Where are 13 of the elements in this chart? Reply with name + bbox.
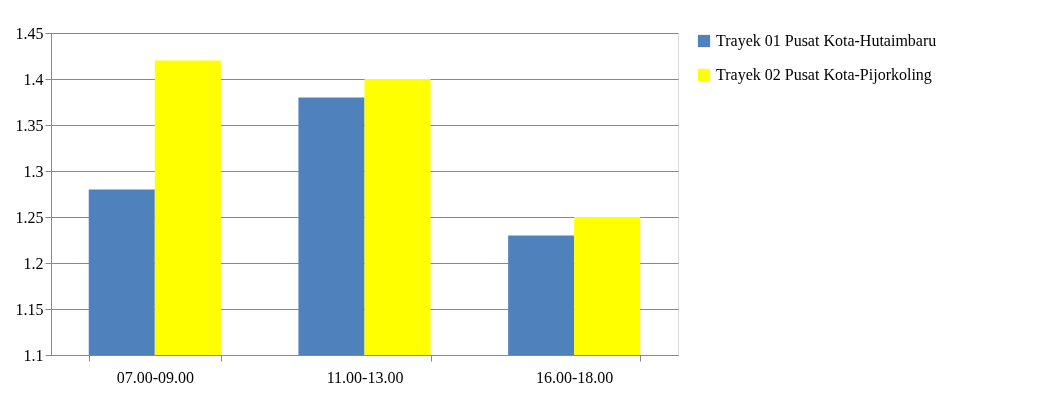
x-tick-label: 11.00-13.00 xyxy=(326,368,404,386)
y-tick-label: 1.25 xyxy=(15,208,44,226)
y-tick-label: 1.1 xyxy=(23,346,44,364)
y-tick-label: 1.35 xyxy=(15,116,44,134)
y-tick-label: 1.4 xyxy=(23,70,44,88)
x-tick-label: 16.00-18.00 xyxy=(536,368,614,386)
legend-label: Trayek 01 Pusat Kota-Hutaimbaru xyxy=(716,32,937,50)
y-tick-label: 1.15 xyxy=(15,300,44,318)
x-tick-label: 07.00-09.00 xyxy=(116,368,194,386)
y-tick-label: 1.3 xyxy=(23,162,44,180)
legend-label: Trayek 02 Pusat Kota-Pijorkoling xyxy=(716,66,932,84)
y-tick-label: 1.45 xyxy=(15,24,44,42)
y-tick-label: 1.2 xyxy=(23,254,44,272)
